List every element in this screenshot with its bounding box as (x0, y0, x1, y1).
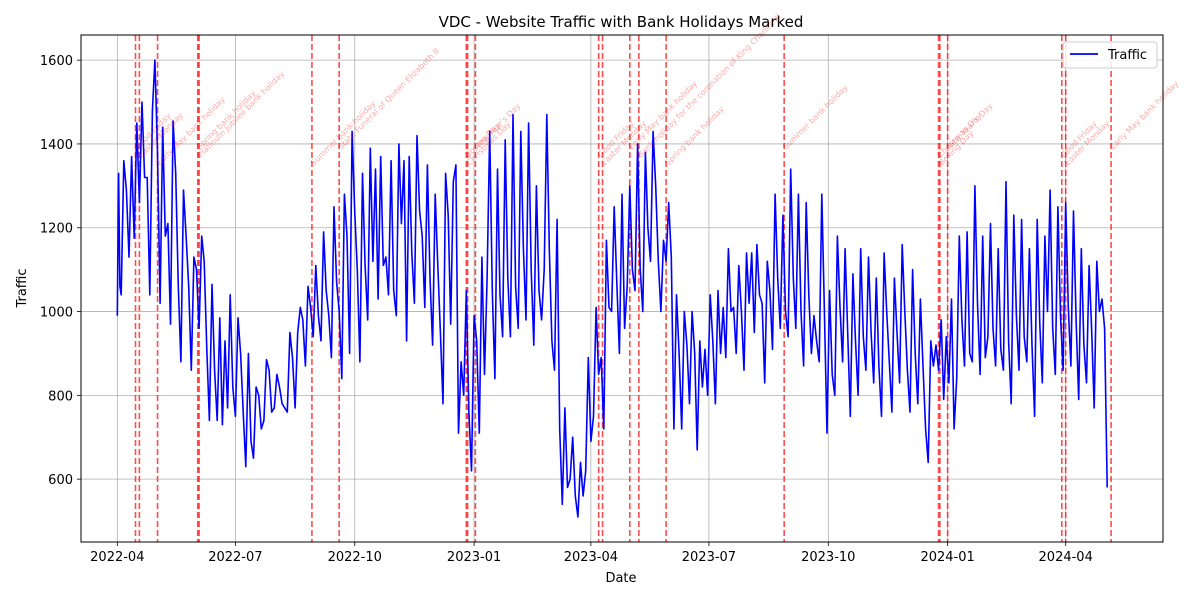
legend-box (1062, 41, 1158, 69)
y-tick-label: 1400 (40, 138, 73, 153)
y-tick-label: 800 (48, 389, 73, 404)
legend: Traffic (1062, 41, 1158, 69)
y-tick-label: 1000 (40, 306, 73, 321)
x-tick-label: 2022-07 (208, 550, 262, 565)
y-axis-label: Traffic (15, 268, 30, 308)
x-tick-label: 2022-10 (328, 550, 382, 565)
x-axis-ticks: 2022-04 2022-07 2022-10 2023-01 2023-04 2023-… (90, 542, 1093, 565)
x-tick-label: 2024-04 (1039, 550, 1093, 565)
legend-series-label: Traffic (1107, 48, 1147, 63)
series-line-traffic (116, 59, 1108, 518)
x-tick-label: 2023-07 (682, 550, 736, 565)
y-axis-ticks: 600 800 1000 1200 1400 1600 (40, 54, 81, 488)
chart-title: VDC - Website Traffic with Bank Holidays… (439, 13, 804, 31)
holiday-lines (134, 35, 1112, 542)
y-tick-label: 600 (48, 473, 73, 488)
x-tick-label: 2023-01 (447, 550, 501, 565)
x-tick-label: 2022-04 (90, 550, 144, 565)
plot-frame (80, 34, 1164, 543)
y-tick-label: 1600 (40, 54, 73, 69)
x-tick-label: 2023-04 (564, 550, 618, 565)
series-layer (116, 59, 1108, 518)
x-tick-label: 2024-01 (920, 550, 974, 565)
x-tick-label: 2023-10 (801, 550, 855, 565)
x-axis-label: Date (605, 571, 636, 586)
y-tick-label: 1200 (40, 222, 73, 237)
